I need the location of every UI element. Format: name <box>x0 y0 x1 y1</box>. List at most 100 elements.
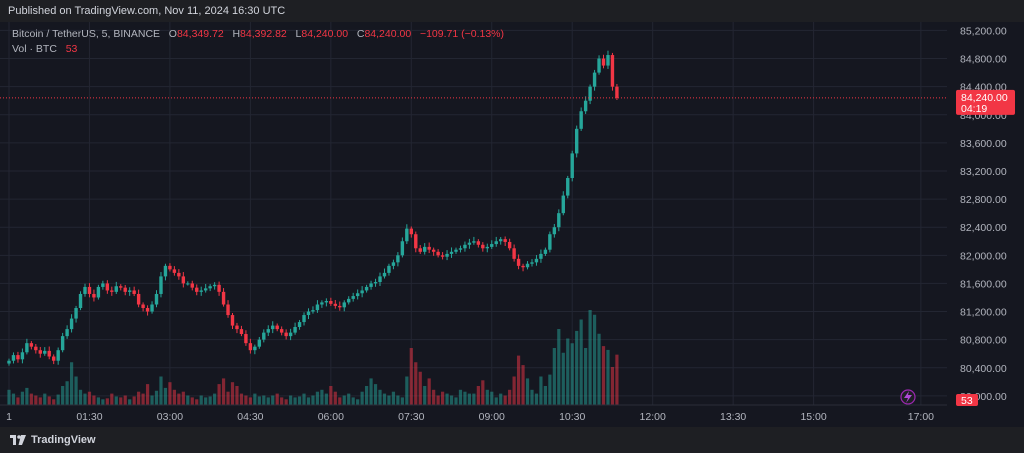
candle-body <box>333 303 338 306</box>
volume-bar <box>128 399 132 405</box>
volume-tag-bg <box>956 394 978 406</box>
candle <box>212 282 217 290</box>
legend-close-label: C <box>356 28 365 40</box>
time-axis-label: 01:30 <box>76 411 102 423</box>
volume-bar <box>181 391 185 405</box>
candle-body <box>400 241 405 256</box>
candle-body <box>266 329 270 333</box>
candle-body <box>271 325 275 330</box>
candle-body <box>105 283 110 291</box>
candle <box>101 280 105 290</box>
volume-bar <box>418 371 422 405</box>
candle-body <box>516 258 521 266</box>
price-axis-label: 82,800.00 <box>960 194 1007 206</box>
volume-bar <box>320 389 324 405</box>
candle-body <box>373 282 378 284</box>
price-axis-label: 82,400.00 <box>960 222 1007 234</box>
volume-bar <box>552 348 556 405</box>
candle <box>293 322 297 335</box>
volume-bar <box>592 314 597 405</box>
candle <box>297 319 302 330</box>
candle-body <box>114 286 118 292</box>
candle <box>159 272 163 298</box>
volume-bar <box>137 391 141 405</box>
volume-bar <box>235 386 239 405</box>
legend-volume-row: Vol · BTC 53 <box>12 42 504 57</box>
candle-body <box>123 287 127 292</box>
legend-high-value: 84,392.82 <box>240 28 287 40</box>
volume-bar <box>516 355 521 405</box>
volume-bar <box>123 395 127 405</box>
volume-bar <box>163 387 168 405</box>
candle <box>360 286 364 298</box>
volume-bar <box>445 393 449 405</box>
legend-symbol[interactable]: Bitcoin / TetherUS, 5, BINANCE <box>12 28 161 40</box>
candle-body <box>7 360 11 364</box>
volume-bar <box>78 389 83 405</box>
legend-volume-label[interactable]: Vol · BTC <box>12 43 57 55</box>
legend-low-value: 84,240.00 <box>301 28 349 40</box>
candle-body <box>467 242 472 245</box>
time-axis-label: 1 <box>6 411 12 423</box>
candle-body <box>481 244 485 249</box>
candle-body <box>284 332 288 337</box>
volume-bar <box>221 378 226 405</box>
candle-body <box>396 255 400 263</box>
candle <box>342 300 346 312</box>
candle <box>485 243 489 253</box>
candle-body <box>503 239 507 242</box>
candle <box>570 150 574 182</box>
volume-bar <box>119 397 123 405</box>
candle <box>74 305 78 323</box>
candle-body <box>463 244 467 249</box>
candle-body <box>606 55 610 66</box>
chart-panel[interactable]: 80,000.00 80,400.00 80,800.00 81,200.00 81,6… <box>0 22 1024 427</box>
candle <box>266 325 270 336</box>
candle <box>208 284 212 292</box>
candle-body <box>168 265 172 270</box>
lightning-icon[interactable] <box>900 389 916 405</box>
candle <box>288 328 293 341</box>
last-price-value: 84,240.00 <box>961 92 1008 104</box>
volume-bar <box>530 389 534 405</box>
price-axis: 80,000.0080,400.0080,800.0081,200.0081,6… <box>960 25 1007 402</box>
volume-bar <box>65 381 69 405</box>
candle-body <box>159 276 163 294</box>
tradingview-logo[interactable]: TradingView <box>10 433 96 447</box>
candle <box>145 305 150 316</box>
volume-bar <box>92 395 96 405</box>
volume-bar <box>467 393 472 405</box>
candle <box>181 272 186 288</box>
candle-body <box>387 265 391 273</box>
candle-body <box>56 350 60 361</box>
candle <box>154 290 159 308</box>
time-axis-label: 09:00 <box>479 411 505 423</box>
volume-bar <box>61 386 65 405</box>
price-chart[interactable]: 80,000.0080,400.0080,800.0081,200.0081,6… <box>0 22 1024 427</box>
volume-bar <box>110 393 114 405</box>
candle <box>333 300 338 309</box>
volume-bar <box>561 352 565 405</box>
candle-body <box>203 288 208 291</box>
volume-bar <box>414 362 418 405</box>
candle <box>418 245 422 254</box>
candle <box>583 96 588 114</box>
candle-body <box>83 286 87 294</box>
legend-open-value: 84,349.72 <box>176 28 224 40</box>
legend-open-label: O <box>168 28 177 40</box>
volume-bar <box>16 397 20 405</box>
candle <box>306 308 311 320</box>
volume-bar <box>548 374 552 405</box>
volume-bar <box>150 395 154 405</box>
candle <box>454 247 458 254</box>
candle-body <box>43 350 47 354</box>
volume-bar <box>333 391 337 405</box>
volume-bar <box>114 396 118 405</box>
candle-body <box>512 248 516 259</box>
candle <box>539 249 543 263</box>
volume-bar <box>360 391 364 405</box>
volume-bar <box>615 354 619 405</box>
candles <box>7 50 619 366</box>
candle <box>561 191 565 216</box>
candle-body <box>454 249 458 252</box>
